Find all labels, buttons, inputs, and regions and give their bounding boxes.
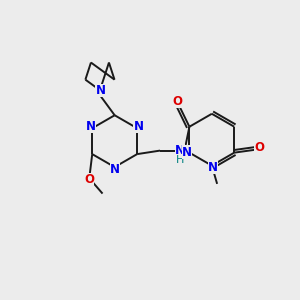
Text: N: N xyxy=(208,160,218,174)
Text: H: H xyxy=(176,155,184,165)
Text: N: N xyxy=(110,163,120,176)
Text: N: N xyxy=(175,144,185,157)
Text: N: N xyxy=(134,120,144,133)
Text: O: O xyxy=(254,141,264,154)
Text: N: N xyxy=(182,146,192,159)
Text: N: N xyxy=(95,84,106,97)
Text: N: N xyxy=(86,120,96,133)
Text: O: O xyxy=(172,94,183,108)
Text: O: O xyxy=(84,173,94,186)
